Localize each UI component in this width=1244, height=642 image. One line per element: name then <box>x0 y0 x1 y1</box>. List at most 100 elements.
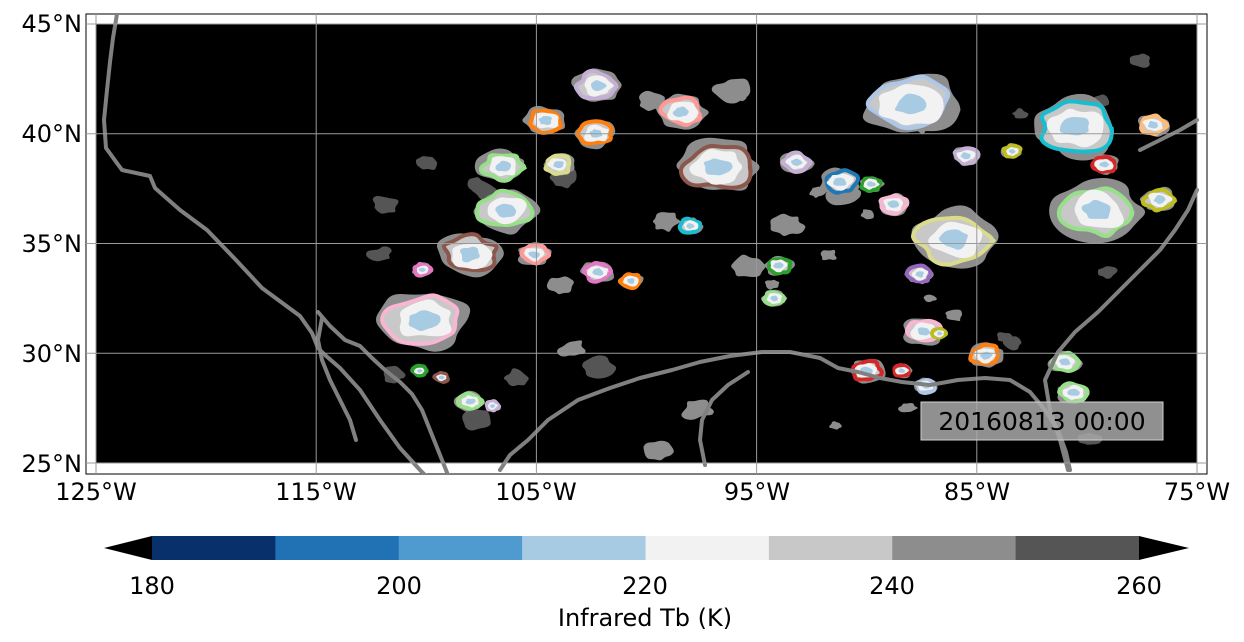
cloud-system <box>453 390 486 412</box>
colorbar: 180 200 220 240 260 Infrared Tb (K) <box>104 536 1189 632</box>
cloud-system <box>952 146 981 167</box>
cloud-fragment <box>372 195 399 214</box>
cloud-fragment <box>770 213 806 236</box>
cloud-system <box>1139 186 1178 213</box>
cloud-systems-layer <box>366 53 1178 461</box>
cloud-system <box>911 205 1001 269</box>
latitude-labels: 45°N 40°N 35°N 30°N 25°N <box>22 10 83 478</box>
lon-label-85w: 85°W <box>944 478 1010 506</box>
cloud-system <box>819 167 861 198</box>
mexico-gulf-coast <box>698 370 750 467</box>
cloud-fragment <box>945 309 962 322</box>
cloud-system <box>617 272 644 291</box>
cloud-system <box>473 188 543 235</box>
cloud-fragment <box>731 254 767 277</box>
colorbar-segment <box>892 536 1017 560</box>
lon-label-115w: 115°W <box>275 478 357 506</box>
colorbar-tick-260: 260 <box>1116 572 1162 600</box>
lon-label-125w: 125°W <box>55 478 137 506</box>
pacific-coastline <box>102 14 427 474</box>
cloud-system <box>376 293 471 352</box>
cloud-system <box>929 326 949 340</box>
cloud-system <box>1137 113 1170 137</box>
cloud-system <box>763 255 796 276</box>
colorbar-ticks: 180 200 220 240 260 <box>129 572 1162 600</box>
timestamp-text: 20160813 00:00 <box>938 407 1145 436</box>
cloud-fragment <box>711 78 751 104</box>
cloud-system <box>903 318 944 346</box>
cloud-system <box>574 119 616 150</box>
cloud-fragment <box>1012 108 1029 119</box>
cloud-system <box>1034 93 1115 161</box>
cloud-fragment <box>923 294 937 303</box>
colorbar-tick-220: 220 <box>622 572 668 600</box>
cloud-fragment <box>557 340 586 357</box>
cloud-fragment <box>765 279 780 290</box>
cloud-fragment <box>366 246 392 262</box>
lat-label-40: 40°N <box>22 120 83 148</box>
cloud-system <box>859 176 886 194</box>
gridlines <box>86 14 1207 474</box>
cloud-fragment <box>829 421 842 430</box>
colorbar-segments <box>152 536 1140 560</box>
lat-label-35: 35°N <box>22 230 83 258</box>
colorbar-segment <box>275 536 400 560</box>
cloud-fragment <box>503 368 530 387</box>
cloud-system <box>760 289 789 307</box>
great-lakes-outline <box>1138 118 1199 152</box>
cloud-fragment <box>643 440 675 461</box>
cloud-system <box>1049 178 1149 244</box>
lat-label-45: 45°N <box>22 10 83 38</box>
cloud-fragment <box>467 177 490 193</box>
cloud-fragment <box>898 403 919 413</box>
cloud-fragment <box>997 332 1014 343</box>
longitude-labels: 125°W 115°W 105°W 95°W 85°W 75°W <box>55 478 1230 506</box>
colorbar-segment <box>1015 536 1140 560</box>
cloud-fragment <box>860 209 874 220</box>
cloud-fragment <box>582 355 618 379</box>
colorbar-label: Infrared Tb (K) <box>558 604 732 632</box>
colorbar-segment <box>645 536 770 560</box>
gulf-of-california-coast <box>316 310 450 474</box>
cloud-system <box>676 137 764 191</box>
cloud-fragment <box>1129 53 1150 68</box>
cloud-fragment <box>1097 266 1118 279</box>
cloud-system <box>410 363 429 378</box>
colorbar-segment <box>522 536 646 560</box>
cloud-system <box>878 192 910 217</box>
cloud-system <box>474 148 528 183</box>
cloud-system <box>862 73 962 133</box>
colorbar-tick-240: 240 <box>869 572 915 600</box>
cloud-fragment <box>415 156 438 170</box>
lon-label-95w: 95°W <box>724 478 790 506</box>
cloud-system <box>1000 143 1023 159</box>
cloud-fragment <box>462 408 491 431</box>
cloud-system <box>580 261 615 284</box>
cloud-system <box>432 370 450 384</box>
colorbar-tick-180: 180 <box>129 572 175 600</box>
baja-peninsula <box>316 316 358 442</box>
colorbar-low-extend <box>104 536 152 560</box>
cloud-fragment <box>652 212 683 232</box>
cloud-system <box>543 153 575 177</box>
timestamp-box: 20160813 00:00 <box>920 401 1164 441</box>
colorbar-high-extend <box>1139 536 1189 560</box>
cloud-fragment <box>383 365 406 384</box>
cloud-system <box>655 93 712 130</box>
cloud-system <box>779 150 816 175</box>
lat-label-25: 25°N <box>22 450 83 478</box>
colorbar-segment <box>398 536 523 560</box>
cloud-system <box>677 216 704 235</box>
colorbar-segment <box>768 536 893 560</box>
cloud-system <box>412 262 434 278</box>
lat-label-30: 30°N <box>22 340 83 368</box>
cloud-system <box>1090 154 1119 175</box>
cloud-system <box>892 363 914 379</box>
cloud-system <box>904 263 935 285</box>
cloud-system <box>1057 381 1090 405</box>
gulf-coastline <box>498 350 1072 472</box>
cloud-system <box>571 68 624 102</box>
cloud-fragment <box>546 276 574 295</box>
colorbar-tick-200: 200 <box>376 572 422 600</box>
